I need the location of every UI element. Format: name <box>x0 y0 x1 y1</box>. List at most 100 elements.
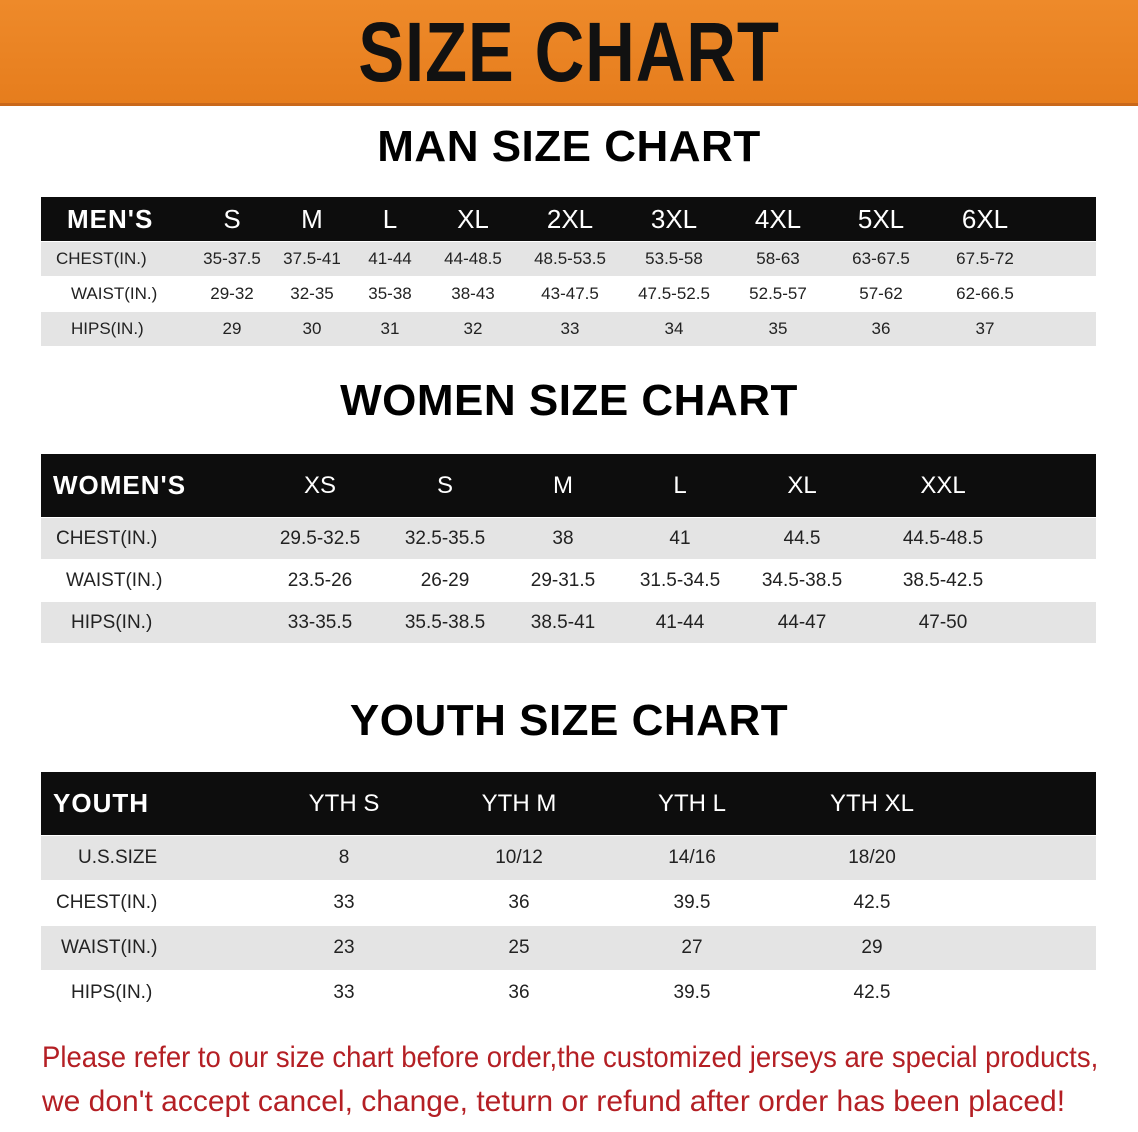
measurement-value: 53.5-58 <box>645 249 703 268</box>
measurement-value: 33-35.5 <box>287 611 353 633</box>
measurement-value: 8 <box>338 847 350 868</box>
measurement-value: 31 <box>380 319 400 338</box>
measurement-value: 42.5 <box>853 892 891 913</box>
measurement-value: 41-44 <box>368 249 412 268</box>
measurement-value: 35 <box>768 319 788 338</box>
measurement-value: 33 <box>333 982 355 1003</box>
measurement-value: 33 <box>560 319 580 338</box>
header-corner-label: WOMEN'S <box>53 470 187 500</box>
men-section-title: MAN SIZE CHART <box>377 122 761 171</box>
measurement-label: CHEST(IN.) <box>56 527 158 549</box>
size-header: XS <box>303 471 337 499</box>
notice-line-1: Please refer to our size chart before or… <box>42 1041 1099 1074</box>
measurement-value: 32 <box>463 319 483 338</box>
measurement-value: 36 <box>508 892 530 913</box>
measurement-value: 33 <box>333 892 355 913</box>
measurement-value: 23.5-26 <box>287 569 353 591</box>
measurement-label: CHEST(IN.) <box>56 249 147 268</box>
measurement-value: 62-66.5 <box>956 284 1014 303</box>
notice-line-2: we don't accept cancel, change, teturn o… <box>42 1085 1066 1118</box>
measurement-label: HIPS(IN.) <box>71 982 153 1003</box>
measurement-value: 44-48.5 <box>444 249 502 268</box>
measurement-value: 29-31.5 <box>530 569 596 591</box>
table-row: HIPS(IN.) 29 30 31 32 33 34 35 36 37 <box>41 312 1096 346</box>
measurement-label: HIPS(IN.) <box>71 611 153 633</box>
table-row: HIPS(IN.) 33-35.5 35.5-38.5 38.5-41 41-44 44-… <box>41 602 1096 643</box>
size-header: L <box>382 203 398 234</box>
measurement-value: 29 <box>861 937 883 958</box>
measurement-value: 52.5-57 <box>749 284 807 303</box>
measurement-value: 63-67.5 <box>852 249 910 268</box>
women-header-row: WOMEN'S XS S M L XL XXL <box>41 454 1096 517</box>
table-row: CHEST(IN.) 29.5-32.5 32.5-35.5 38 41 44.5 44.5… <box>41 518 1096 559</box>
measurement-value: 38 <box>552 527 574 549</box>
size-header: S <box>436 471 454 499</box>
measurement-value: 39.5 <box>673 892 711 913</box>
measurement-value: 29-32 <box>210 284 254 303</box>
size-header: 6XL <box>961 203 1009 234</box>
measurement-value: 38.5-42.5 <box>902 569 984 591</box>
size-header: S <box>223 203 241 234</box>
size-header: XL <box>457 203 489 234</box>
measurement-value: 14/16 <box>668 847 716 868</box>
measurement-value: 36 <box>871 319 891 338</box>
size-header: YTH L <box>657 789 727 817</box>
measurement-value: 37.5-41 <box>283 249 341 268</box>
measurement-value: 29.5-32.5 <box>279 527 361 549</box>
size-header: YTH S <box>308 789 380 817</box>
measurement-value: 10/12 <box>495 847 543 868</box>
measurement-value: 23 <box>333 937 355 958</box>
size-header: XL <box>787 471 817 499</box>
measurement-label: WAIST(IN.) <box>61 937 158 958</box>
measurement-value: 36 <box>508 982 530 1003</box>
measurement-value: 34.5-38.5 <box>761 569 843 591</box>
size-chart-banner: SIZE CHART <box>0 0 1138 106</box>
measurement-value: 18/20 <box>848 847 896 868</box>
measurement-value: 42.5 <box>853 982 891 1003</box>
header-corner-label: YOUTH <box>53 788 149 818</box>
table-row: WAIST(IN.) 23 25 27 29 <box>41 926 1096 970</box>
table-row: WAIST(IN.) 29-32 32-35 35-38 38-43 43-47.5 47.… <box>41 277 1096 311</box>
header-corner-label: MEN'S <box>67 203 154 234</box>
measurement-value: 30 <box>302 319 322 338</box>
measurement-value: 41 <box>669 527 691 549</box>
measurement-value: 35-38 <box>368 284 412 303</box>
size-header: 3XL <box>650 203 698 234</box>
measurement-value: 44-47 <box>777 611 827 633</box>
measurement-value: 32-35 <box>290 284 334 303</box>
measurement-value: 47.5-52.5 <box>638 284 710 303</box>
measurement-label: WAIST(IN.) <box>66 569 163 591</box>
measurement-label: U.S.SIZE <box>78 847 158 868</box>
youth-header-row: YOUTH YTH S YTH M YTH L YTH XL <box>41 772 1096 835</box>
measurement-label: CHEST(IN.) <box>56 892 158 913</box>
size-header: M <box>553 471 573 499</box>
measurement-value: 32.5-35.5 <box>404 527 486 549</box>
table-row: WAIST(IN.) 23.5-26 26-29 29-31.5 31.5-34.5 34… <box>41 560 1096 601</box>
measurement-value: 38-43 <box>451 284 495 303</box>
measurement-value: 25 <box>508 937 530 958</box>
measurement-value: 57-62 <box>859 284 903 303</box>
measurement-value: 29 <box>222 319 242 338</box>
size-header: 5XL <box>857 203 905 234</box>
size-header: M <box>301 203 323 234</box>
table-row: U.S.SIZE 8 10/12 14/16 18/20 <box>41 836 1096 880</box>
measurement-value: 38.5-41 <box>530 611 596 633</box>
measurement-label: HIPS(IN.) <box>71 319 144 338</box>
size-header: YTH XL <box>829 789 915 817</box>
measurement-value: 58-63 <box>756 249 800 268</box>
youth-section-title: YOUTH SIZE CHART <box>349 696 789 745</box>
measurement-value: 35-37.5 <box>203 249 261 268</box>
measurement-value: 44.5-48.5 <box>902 527 984 549</box>
measurement-value: 47-50 <box>918 611 968 633</box>
measurement-value: 37 <box>975 319 995 338</box>
measurement-value: 26-29 <box>420 569 470 591</box>
measurement-label: WAIST(IN.) <box>71 284 158 303</box>
size-header: L <box>673 471 687 499</box>
size-header: 2XL <box>546 203 594 234</box>
women-section-title: WOMEN SIZE CHART <box>340 376 798 425</box>
measurement-value: 43-47.5 <box>541 284 599 303</box>
measurement-value: 44.5 <box>783 527 821 549</box>
measurement-value: 35.5-38.5 <box>404 611 486 633</box>
table-row: CHEST(IN.) 35-37.5 37.5-41 41-44 44-48.5 48.5… <box>41 242 1096 276</box>
measurement-value: 67.5-72 <box>956 249 1014 268</box>
